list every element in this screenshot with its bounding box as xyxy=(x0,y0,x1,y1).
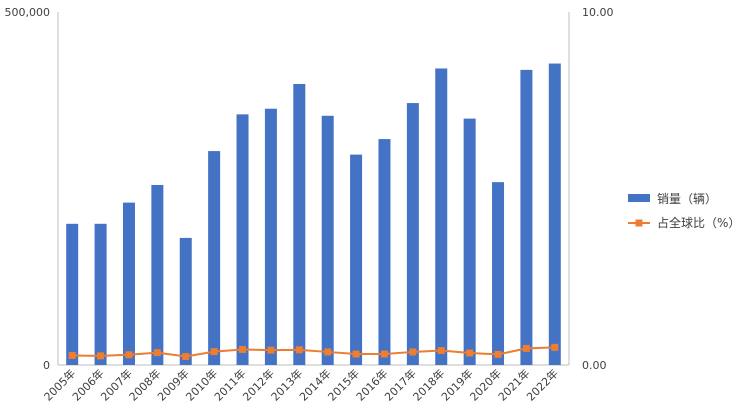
bar-2006年 xyxy=(94,223,107,365)
line-point-2018年 xyxy=(437,347,445,355)
bar-2007年 xyxy=(122,202,135,365)
line-path xyxy=(72,346,555,358)
line-point-2014年 xyxy=(324,348,332,356)
line-point-2013年 xyxy=(295,346,303,354)
bar-2009年 xyxy=(179,237,192,365)
line-point-2012年 xyxy=(267,346,275,354)
x-tick-label: 2022年 xyxy=(523,366,560,403)
left-y-tick-label-max: 500,000 xyxy=(5,6,51,19)
line-point-2017年 xyxy=(409,348,417,356)
bar-2008年 xyxy=(151,184,164,365)
bar-2019年 xyxy=(463,118,476,365)
bar-2022年 xyxy=(548,63,561,366)
legend: 销量（辆） 占全球比（%） xyxy=(628,192,739,230)
legend-label-bar: 销量（辆） xyxy=(657,192,717,206)
bar-2011年 xyxy=(236,114,249,366)
line-series xyxy=(68,343,559,361)
line-point-2007年 xyxy=(125,351,133,359)
line-point-2008年 xyxy=(153,349,161,357)
bar-2012年 xyxy=(264,108,277,366)
line-point-2009年 xyxy=(182,353,190,361)
line-point-2021年 xyxy=(522,344,530,352)
left-y-tick-label-min: 0 xyxy=(43,359,50,372)
x-tick-labels: 2005年2006年2007年2008年2009年2010年2011年2012年… xyxy=(41,366,561,403)
legend-swatch-marker xyxy=(635,219,643,227)
bar-2020年 xyxy=(492,182,505,365)
bar-2021年 xyxy=(520,69,533,365)
bar-2005年 xyxy=(66,223,79,365)
right-y-tick-label-min: 0.00 xyxy=(582,359,607,372)
line-point-2005年 xyxy=(68,351,76,359)
line-point-2011年 xyxy=(239,345,247,353)
bar-2014年 xyxy=(321,115,334,365)
bar-2018年 xyxy=(435,68,448,365)
right-y-tick-label-max: 10.00 xyxy=(582,6,614,19)
legend-label-line: 占全球比（%） xyxy=(657,215,739,230)
line-point-2015年 xyxy=(352,350,360,358)
line-point-2010年 xyxy=(210,348,218,356)
bar-series xyxy=(66,63,561,366)
line-point-2006年 xyxy=(97,352,105,360)
line-point-2016年 xyxy=(380,350,388,358)
line-point-2022年 xyxy=(551,343,559,351)
bar-2015年 xyxy=(350,154,363,365)
bar-2016年 xyxy=(378,139,391,365)
bar-2010年 xyxy=(208,151,221,365)
axes: 500,000 0 10.00 0.00 xyxy=(5,6,614,372)
bar-2013年 xyxy=(293,84,306,366)
line-point-2019年 xyxy=(466,349,474,357)
line-point-2020年 xyxy=(494,350,502,358)
bar-2017年 xyxy=(406,103,419,365)
legend-swatch-bar xyxy=(628,194,650,202)
